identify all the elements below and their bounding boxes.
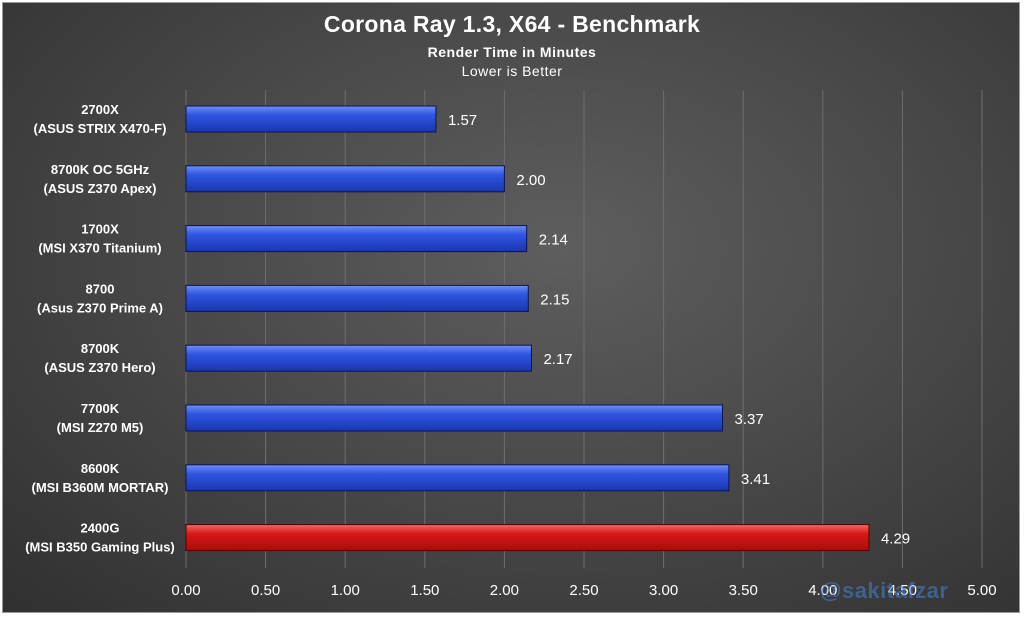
y-category-label: 8700K OC 5GHz	[51, 162, 150, 177]
bar	[185, 404, 724, 432]
bar-highlight	[185, 524, 870, 552]
y-category-label: (ASUS STRIX X470-F)	[34, 121, 167, 136]
watermark: @sakitafzar	[820, 578, 949, 603]
y-category-label: (MSI X370 Titanium)	[38, 241, 161, 256]
x-tick-label: 3.50	[729, 582, 758, 599]
y-category-label: 8700	[86, 281, 115, 296]
bar	[185, 105, 437, 133]
bar	[185, 344, 532, 372]
bar	[185, 165, 505, 193]
y-category-label: (MSI B360M MORTAR)	[32, 480, 169, 495]
y-category-label: 8600K	[81, 461, 120, 476]
chart-title: Corona Ray 1.3, X64 - Benchmark	[323, 11, 701, 37]
x-tick-label: 0.50	[251, 582, 280, 599]
bar	[185, 225, 528, 253]
y-category-label: 1700X	[81, 222, 119, 237]
bar	[185, 464, 730, 492]
x-tick-label: 5.00	[967, 582, 996, 599]
x-tick-label: 1.50	[410, 582, 439, 599]
x-tick-label: 2.50	[569, 582, 598, 599]
x-tick-label: 0.00	[171, 582, 200, 599]
data-label: 2.14	[539, 232, 568, 249]
data-label: 4.29	[881, 531, 910, 548]
data-label: 1.57	[448, 112, 477, 129]
x-tick-label: 4.50	[888, 582, 917, 599]
y-category-label: 2700X	[81, 102, 119, 117]
y-category-label: 8700K	[81, 341, 120, 356]
data-label: 3.41	[741, 471, 770, 488]
data-label: 2.00	[516, 172, 545, 189]
y-category-label: 7700K	[81, 401, 120, 416]
y-category-label: (MSI Z270 M5)	[57, 420, 144, 435]
y-category-label: (Asus Z370 Prime A)	[37, 300, 163, 315]
y-category-label: 2400G	[80, 521, 119, 536]
chart-subtitle: Render Time in Minutes	[427, 44, 597, 60]
chart-note: Lower is Better	[461, 63, 563, 79]
x-tick-label: 1.00	[331, 582, 360, 599]
y-category-label: (MSI B350 Gaming Plus)	[25, 540, 175, 555]
bar	[185, 284, 529, 312]
data-label: 3.37	[735, 411, 764, 428]
y-category-label: (ASUS Z370 Hero)	[44, 360, 155, 375]
x-tick-label: 2.00	[490, 582, 519, 599]
data-label: 2.15	[540, 291, 569, 308]
x-tick-label: 3.00	[649, 582, 678, 599]
y-category-label: (ASUS Z370 Apex)	[44, 181, 157, 196]
data-label: 2.17	[543, 351, 572, 368]
x-tick-label: 4.00	[808, 582, 837, 599]
